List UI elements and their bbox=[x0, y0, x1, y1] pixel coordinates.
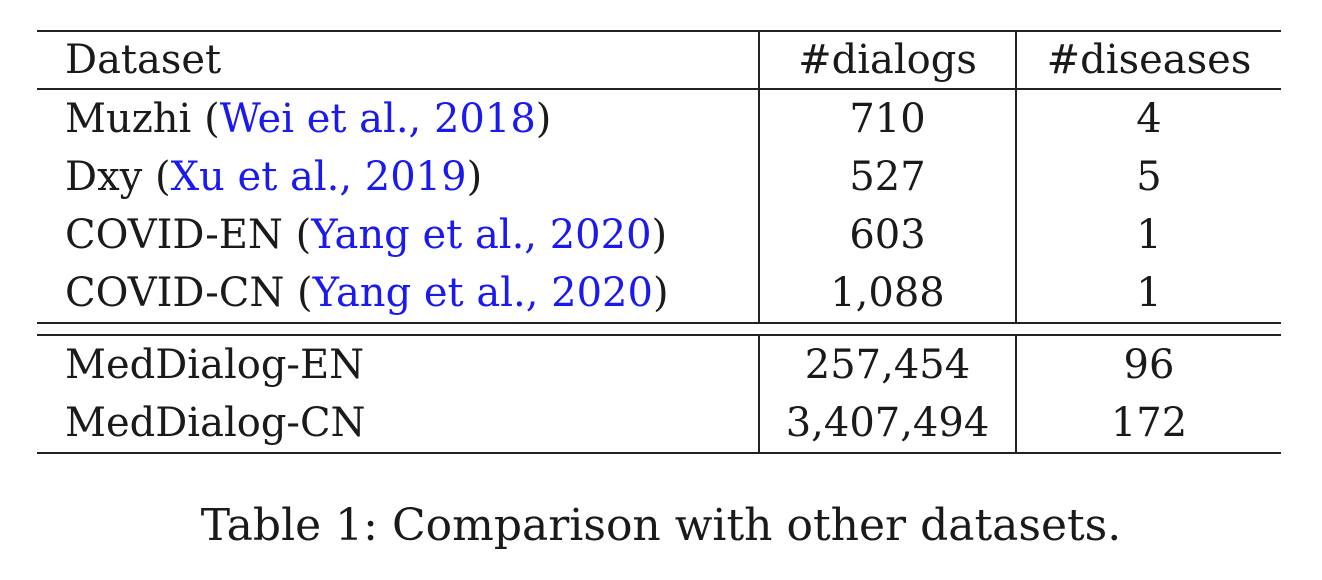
dataset-name: COVID-EN bbox=[65, 212, 283, 258]
spacer-cell bbox=[37, 323, 759, 336]
citation-link[interactable]: Wei et al., 2018 bbox=[219, 96, 536, 142]
table-row: Dxy (Xu et al., 2019) 527 5 bbox=[37, 148, 1281, 206]
header-diseases: #diseases bbox=[1016, 30, 1281, 90]
dialogs-cell: 257,454 bbox=[759, 335, 1017, 394]
dataset-name: MedDialog-EN bbox=[37, 335, 760, 394]
header-dialogs: #dialogs bbox=[759, 30, 1017, 90]
diseases-cell: 96 bbox=[1123, 342, 1175, 388]
dataset-name: MedDialog-CN bbox=[37, 394, 760, 454]
table-row: MedDialog-CN 3,407,494 172 bbox=[37, 394, 1281, 454]
dialogs-cell: 710 bbox=[759, 89, 1017, 148]
table-row: COVID-EN (Yang et al., 2020) 603 1 bbox=[37, 206, 1281, 264]
diseases-cell: 5 bbox=[1136, 154, 1162, 200]
diseases-cell: 1 bbox=[1136, 212, 1162, 258]
spacer-cell bbox=[1016, 323, 1281, 336]
dataset-cell: COVID-EN (Yang et al., 2020) bbox=[37, 206, 760, 264]
dialogs-cell: 3,407,494 bbox=[759, 394, 1017, 454]
dataset-cell: Muzhi (Wei et al., 2018) bbox=[37, 89, 760, 148]
citation-link[interactable]: Yang et al., 2020 bbox=[312, 270, 653, 316]
table-row: MedDialog-EN 257,454 96 bbox=[37, 335, 1281, 394]
citation-link[interactable]: Xu et al., 2019 bbox=[170, 154, 467, 200]
diseases-cell: 1 bbox=[1016, 264, 1281, 324]
diseases-cell: 4 bbox=[1136, 96, 1162, 142]
table-header-row: Dataset #dialogs #diseases bbox=[37, 30, 1281, 90]
diseases-cell: 172 bbox=[1016, 394, 1281, 454]
double-rule-spacer bbox=[37, 323, 1281, 336]
comparison-table: Dataset #dialogs #diseases Muzhi (Wei et… bbox=[37, 30, 1281, 454]
citation-link[interactable]: Yang et al., 2020 bbox=[311, 212, 652, 258]
comparison-table-container: Dataset #dialogs #diseases Muzhi (Wei et… bbox=[37, 30, 1281, 454]
dialogs-cell: 527 bbox=[759, 148, 1017, 206]
dataset-name: Muzhi bbox=[65, 96, 192, 142]
dataset-name: Dxy bbox=[65, 154, 143, 200]
dialogs-cell: 1,088 bbox=[759, 264, 1017, 324]
table-row: Muzhi (Wei et al., 2018) 710 4 bbox=[37, 89, 1281, 148]
dialogs-cell: 603 bbox=[759, 206, 1017, 264]
dataset-cell: Dxy (Xu et al., 2019) bbox=[37, 148, 760, 206]
dataset-name: COVID-CN bbox=[65, 270, 285, 316]
spacer-cell bbox=[759, 323, 1016, 336]
header-dataset: Dataset bbox=[37, 30, 760, 90]
dataset-cell: COVID-CN (Yang et al., 2020) bbox=[37, 264, 760, 324]
table-caption: Table 1: Comparison with other datasets. bbox=[200, 500, 1122, 551]
table-row: COVID-CN (Yang et al., 2020) 1,088 1 bbox=[37, 264, 1281, 324]
